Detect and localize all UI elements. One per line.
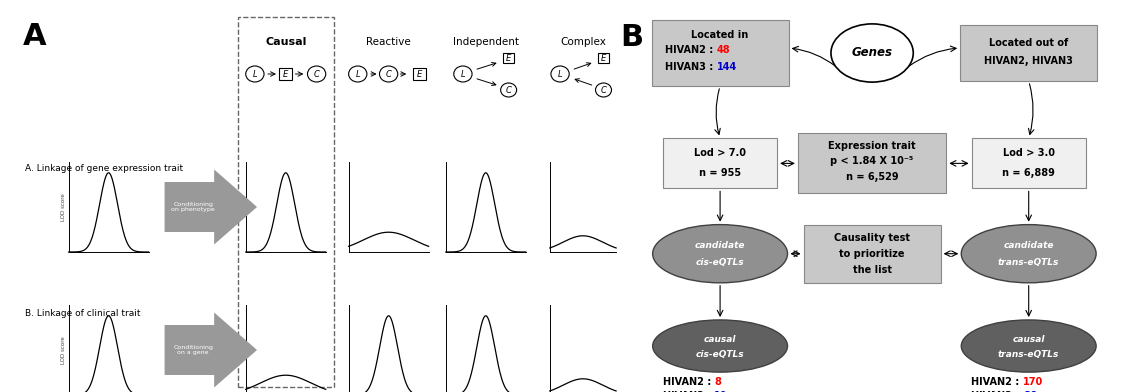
Text: LOD score: LOD score bbox=[62, 193, 66, 221]
Ellipse shape bbox=[961, 225, 1096, 283]
Text: C: C bbox=[600, 85, 607, 94]
Text: HIVAN2 :: HIVAN2 : bbox=[972, 377, 1023, 387]
Text: n = 6,529: n = 6,529 bbox=[846, 172, 898, 182]
Text: Reactive: Reactive bbox=[366, 37, 411, 47]
FancyBboxPatch shape bbox=[165, 169, 257, 245]
Circle shape bbox=[501, 83, 517, 97]
Text: Lod > 7.0: Lod > 7.0 bbox=[694, 148, 746, 158]
Bar bbox=[413, 68, 426, 80]
Text: candidate: candidate bbox=[695, 241, 745, 250]
Text: the list: the list bbox=[853, 265, 892, 275]
Text: E: E bbox=[417, 69, 422, 78]
Bar bbox=[503, 53, 514, 63]
Text: L: L bbox=[461, 69, 465, 78]
Text: L: L bbox=[558, 69, 562, 78]
Text: A: A bbox=[23, 22, 47, 51]
Text: trans-eQTLs: trans-eQTLs bbox=[998, 258, 1060, 267]
Text: Causal: Causal bbox=[265, 37, 306, 47]
Text: p < 1.84 X 10⁻⁵: p < 1.84 X 10⁻⁵ bbox=[831, 156, 913, 166]
Circle shape bbox=[349, 66, 367, 82]
Circle shape bbox=[596, 83, 612, 97]
Ellipse shape bbox=[653, 320, 788, 372]
Text: trans-eQTLs: trans-eQTLs bbox=[998, 350, 1060, 359]
Ellipse shape bbox=[653, 225, 788, 283]
Text: n = 6,889: n = 6,889 bbox=[1002, 169, 1055, 178]
Text: n = 955: n = 955 bbox=[700, 169, 741, 178]
Text: Located in: Located in bbox=[692, 30, 749, 40]
Bar bbox=[652, 20, 789, 85]
Text: Independent: Independent bbox=[453, 37, 519, 47]
Text: L: L bbox=[253, 69, 257, 78]
Text: C: C bbox=[385, 69, 392, 78]
Bar bbox=[279, 68, 293, 80]
Text: 170: 170 bbox=[1023, 377, 1044, 387]
Text: candidate: candidate bbox=[1004, 241, 1054, 250]
Circle shape bbox=[379, 66, 398, 82]
Text: to prioritize: to prioritize bbox=[839, 249, 905, 259]
Text: E: E bbox=[601, 53, 606, 62]
Text: Conditioning
on phenotype: Conditioning on phenotype bbox=[171, 201, 215, 212]
Bar bbox=[804, 225, 941, 283]
Circle shape bbox=[246, 66, 264, 82]
Text: E: E bbox=[506, 53, 511, 62]
Text: Lod > 3.0: Lod > 3.0 bbox=[1002, 148, 1055, 158]
Text: Causality test: Causality test bbox=[834, 232, 910, 243]
Circle shape bbox=[551, 66, 569, 82]
Bar bbox=[663, 138, 777, 189]
Bar bbox=[960, 25, 1097, 81]
Text: A. Linkage of gene expression trait: A. Linkage of gene expression trait bbox=[25, 163, 183, 172]
Circle shape bbox=[307, 66, 326, 82]
Text: HIVAN3 :: HIVAN3 : bbox=[665, 62, 717, 72]
Text: B. Linkage of clinical trait: B. Linkage of clinical trait bbox=[25, 310, 141, 318]
Text: HIVAN2 :: HIVAN2 : bbox=[665, 45, 717, 55]
Text: 10: 10 bbox=[714, 391, 728, 392]
Text: HIVAN3 :: HIVAN3 : bbox=[972, 391, 1023, 392]
Text: 8: 8 bbox=[714, 377, 721, 387]
Bar bbox=[238, 17, 334, 387]
Text: 144: 144 bbox=[717, 62, 737, 72]
Text: causal: causal bbox=[1013, 334, 1045, 343]
Bar bbox=[972, 138, 1086, 189]
Circle shape bbox=[454, 66, 472, 82]
Text: L: L bbox=[355, 69, 360, 78]
Ellipse shape bbox=[831, 24, 913, 82]
Text: Complex: Complex bbox=[560, 37, 606, 47]
Text: Genes: Genes bbox=[852, 47, 893, 60]
Text: 48: 48 bbox=[717, 45, 730, 55]
Text: cis-eQTLs: cis-eQTLs bbox=[696, 258, 744, 267]
Text: HIVAN3 :: HIVAN3 : bbox=[663, 391, 714, 392]
Text: C: C bbox=[505, 85, 512, 94]
Text: B: B bbox=[621, 23, 644, 52]
FancyBboxPatch shape bbox=[165, 312, 257, 388]
Text: HIVAN2, HIVAN3: HIVAN2, HIVAN3 bbox=[984, 56, 1073, 66]
Bar bbox=[598, 53, 609, 63]
Text: Conditioning
on a gene: Conditioning on a gene bbox=[174, 345, 213, 356]
Text: 86: 86 bbox=[1023, 391, 1037, 392]
Bar bbox=[798, 133, 946, 194]
Text: C: C bbox=[313, 69, 320, 78]
Text: Located out of: Located out of bbox=[989, 38, 1069, 48]
Text: LOD score: LOD score bbox=[62, 336, 66, 364]
Text: Expression trait: Expression trait bbox=[829, 142, 916, 151]
Text: cis-eQTLs: cis-eQTLs bbox=[696, 350, 744, 359]
Ellipse shape bbox=[961, 320, 1096, 372]
Text: E: E bbox=[283, 69, 288, 78]
Text: causal: causal bbox=[704, 334, 736, 343]
Text: HIVAN2 :: HIVAN2 : bbox=[663, 377, 714, 387]
